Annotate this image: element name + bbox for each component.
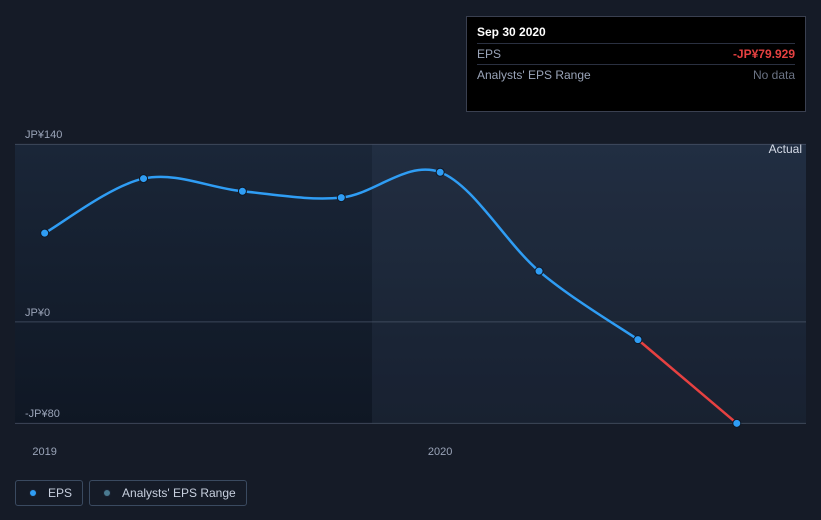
tooltip-date: Sep 30 2020 (477, 25, 795, 43)
tooltip-label: Analysts' EPS Range (477, 68, 591, 82)
y-axis-label: JP¥140 (25, 129, 62, 141)
tooltip-value: No data (753, 68, 795, 82)
tooltip-value: -JP¥79.929 (733, 47, 795, 61)
eps-chart[interactable]: Actual JP¥140JP¥0-JP¥8020192020 (15, 120, 806, 440)
y-axis-label: -JP¥80 (25, 408, 60, 420)
actual-region-label: Actual (769, 142, 802, 156)
x-axis-label: 2019 (32, 446, 56, 458)
legend-label: Analysts' EPS Range (122, 486, 236, 500)
tooltip-row-eps: EPS -JP¥79.929 (477, 43, 795, 64)
tooltip-label: EPS (477, 47, 501, 61)
chart-legend: EPS Analysts' EPS Range (15, 480, 247, 506)
legend-swatch-icon (26, 488, 40, 498)
x-axis-label: 2020 (428, 446, 452, 458)
legend-label: EPS (48, 486, 72, 500)
legend-item-eps[interactable]: EPS (15, 480, 83, 506)
legend-item-range[interactable]: Analysts' EPS Range (89, 480, 247, 506)
legend-swatch-icon (100, 488, 114, 498)
chart-tooltip: Sep 30 2020 EPS -JP¥79.929 Analysts' EPS… (466, 16, 806, 112)
tooltip-row-range: Analysts' EPS Range No data (477, 64, 795, 85)
chart-svg (15, 120, 806, 440)
y-axis-label: JP¥0 (25, 307, 50, 319)
